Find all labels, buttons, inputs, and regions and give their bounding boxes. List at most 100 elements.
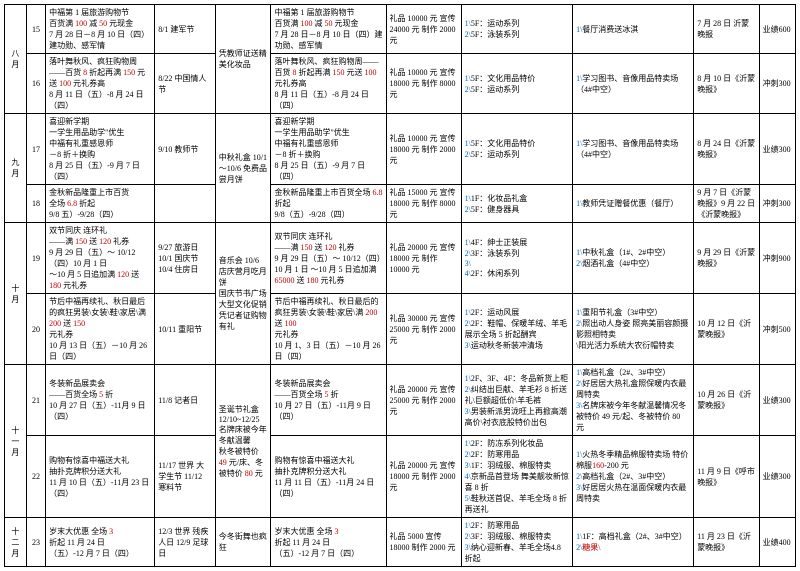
- cell: 1\5F：文化用品特价 2\5F：运动系列: [461, 114, 572, 185]
- cell: 1\2F：运动风展 2\2F：鞋帽、保暖羊绒、羊毛展示全场 5 折起酬宾 3\运…: [461, 294, 572, 365]
- cell: 礼品 10000 元 宣传 18000 元 制作 2000 元: [386, 114, 461, 185]
- table-row: 十一月 21 冬装新品展卖会 ——百货全场 5 折 10 月 27 日（五）-1…: [5, 365, 796, 436]
- cell: 中秋礼盒 10/1～10/6 免费品尝月饼: [215, 114, 271, 223]
- cell: 7 月 28 日 沂蒙晚报: [694, 5, 759, 54]
- cell: 落叶舞秋风、疯狂购物周——百货 8 折起再满 150 元送 100 元礼券高 8…: [271, 54, 386, 114]
- row-num: 20: [26, 294, 45, 365]
- cell: 礼品 5000 宣传 18000 制作 2000 元: [386, 518, 461, 567]
- cell: 金秋新品隆重上市百货全场 6.8 折起 9/8（五）-9/28（四）: [271, 185, 386, 223]
- row-num: 19: [26, 223, 45, 294]
- row-num: 18: [26, 185, 45, 223]
- month-cell: 八月: [5, 5, 27, 114]
- cell: 业绩300: [759, 365, 795, 436]
- cell: 喜迎新学期 一学生用品助学"优生 中福有礼重感恩师 －8 折＋换购 8 月 25…: [271, 114, 386, 185]
- table-row: 18 金秋新品隆重上市百货 全场 6.8 折起 9/8 五）-9/28（四） 金…: [5, 185, 796, 223]
- cell: 业绩300: [759, 436, 795, 518]
- month-cell: 十月: [5, 223, 27, 365]
- cell: 今冬街舞也疯狂: [215, 518, 271, 567]
- cell: 1\餐厅消费送冰淇: [573, 5, 694, 54]
- cell: 礼品 15000 元 宣传 18000 元 制作 8000 元: [386, 185, 461, 223]
- cell: 落叶舞秋风、疯狂购物周 ——百货 8 折起再满 150 元送 100 元礼券高 …: [46, 54, 155, 114]
- cell: 9/10 教师节: [155, 114, 216, 185]
- cell: 1\中秋礼盒（1#、2#中空） 2\烟酒礼盒（4#中空）: [573, 223, 694, 294]
- cell: 1\2F、3F、4F：冬品新货上柜 2\纠结出巨献、羊毛衫 8 折送礼\巨额超低…: [461, 365, 572, 436]
- schedule-table: 八月 15 中福第 1 届旅游购物节 百货满 100 减 50 元现金 7 月 …: [4, 4, 796, 567]
- cell: 双节同庆 连环礼 ——满 150 送 120 礼券 9 月 29 日（五）～ 1…: [46, 223, 155, 294]
- cell: 1\2F：防寒用品 2\3F：羽绒服、棉服特卖 3\纳心迎新春、羊毛全场4.8 …: [461, 518, 572, 567]
- cell: [155, 185, 216, 223]
- table-row: 20 节后中福再续礼、秋日最后的疯狂男装\女装\鞋\家居\满 200 送 150…: [5, 294, 796, 365]
- cell: 1\教师凭证赠餐优惠（餐厅）: [573, 185, 694, 223]
- cell: 喜迎新学期 一学生用品助学"优生 中福有礼重感恩师 －8 折＋换购 8 月 25…: [46, 114, 155, 185]
- cell: 1\1F：化妆品礼盒 2\5F：健身器具: [461, 185, 572, 223]
- month-cell: 十一月: [5, 365, 27, 518]
- cell: 凭教师证送精美化妆品: [215, 5, 271, 114]
- cell: 礼品 20000 元 宣传 25000 元 制作 2000 元: [386, 365, 461, 436]
- cell: 礼品 20000 元 宣传 18000 元 制作 10000 元: [386, 223, 461, 294]
- month-cell: 九月: [5, 114, 27, 223]
- row-num: 23: [26, 518, 45, 567]
- cell: 9/27 旅游日 10/1 国庆节 10/4 住房日: [155, 223, 216, 294]
- cell: 冬装新品展卖会 ——百货全场 5 折 10 月 27 日（五）-11月 9 日（…: [271, 365, 386, 436]
- cell: 8/1 建军节: [155, 5, 216, 54]
- table-row: 十月 19 双节同庆 连环礼 ——满 150 送 120 礼券 9 月 29 日…: [5, 223, 796, 294]
- cell: 1\高档礼盒（2#、3#中空） 2\好居居大热礼盒照保暖内衣最周特卖 3\名牌床…: [573, 365, 694, 436]
- cell: 10 月 12 日《沂蒙晚报》: [694, 294, 759, 365]
- cell: 岁末大优惠 全场 3 折起 11 月 24 日 （五）-12 月 7 日（四）: [46, 518, 155, 567]
- cell: 冲刺500: [759, 294, 795, 365]
- cell: 业绩300: [759, 114, 795, 185]
- cell: 1\2F：防冻系列化妆品 2\2F：防寒用品 3\1F：羽绒服、棉服特卖 4\京…: [461, 436, 572, 518]
- cell: 1\5F：运动系列 2\5F：泳装系列: [461, 5, 572, 54]
- cell: 10 月 26 日《沂蒙晚报》: [694, 365, 759, 436]
- cell: 购物有惊喜中福送大礼 抽扑克牌积分送大礼 11 月 11 日（五）-11月 24…: [271, 436, 386, 518]
- cell: 10/11 重阳节: [155, 294, 216, 365]
- cell: 11/8 记者日: [155, 365, 216, 436]
- cell: 音乐会 10/6 店庆营月吃月饼 国庆节书广场大型文化促销 凭记者证购物有礼: [215, 223, 271, 365]
- table-row: 16 落叶舞秋风、疯狂购物周 ——百货 8 折起再满 150 元送 100 元礼…: [5, 54, 796, 114]
- cell: 1\学习图书、音像用品特卖场（4#中空）: [573, 114, 694, 185]
- cell: 礼品 30000 元 宣传 25000 元 制作 2000 元: [386, 294, 461, 365]
- cell: 中福第 1 届旅游购物节 百货满 100 减 50 元现金 7 月 28 日－8…: [46, 5, 155, 54]
- row-num: 17: [26, 114, 45, 185]
- month-cell: 十二月: [5, 518, 27, 567]
- cell: 冬装新品展卖会 ——百货全场 5 折 10 月 27 日（五）-11月 9 日（…: [46, 365, 155, 436]
- row-num: 16: [26, 54, 45, 114]
- cell: 9 月 29 日《沂蒙晚报》: [694, 223, 759, 294]
- cell: 9 月 7 日《沂蒙晚报》9 月 22 日《沂蒙晚报》: [694, 185, 759, 223]
- cell: 中福第 1 届旅游购物节 百货满 100 减 50 元现金 7 月 28 日－8…: [271, 5, 386, 54]
- row-num: 22: [26, 436, 45, 518]
- cell: 礼品 20000 元 宣传 18000 元 制作 2000 元: [386, 436, 461, 518]
- row-num: 15: [26, 5, 45, 54]
- cell: 11/17 世界 大学生节 11/12 寒料节: [155, 436, 216, 518]
- table-row: 八月 15 中福第 1 届旅游购物节 百货满 100 减 50 元现金 7 月 …: [5, 5, 796, 54]
- table-row: 十二月 23 岁末大优惠 全场 3 折起 11 月 24 日 （五）-12 月 …: [5, 518, 796, 567]
- cell: 1\5F：文化用品特价 2\5F：运动系列: [461, 54, 572, 114]
- cell: 8 月 10 日《沂蒙晚报》: [694, 54, 759, 114]
- cell: 金秋新品隆重上市百货 全场 6.8 折起 9/8 五）-9/28（四）: [46, 185, 155, 223]
- cell: 双节同庆 连环礼 ——满 150 送 120 礼券 9 月 29 日（五）～ 1…: [271, 223, 386, 294]
- cell: 8 月 24 日《沂蒙晚报》: [694, 114, 759, 185]
- cell: 业绩400: [759, 518, 795, 567]
- cell: 冲刺300: [759, 185, 795, 223]
- cell: 1\重阳节礼盒（3#中空） 2\照出动人身姿 照亮美丽容颜摄影照相特卖 \阳光活…: [573, 294, 694, 365]
- cell: 圣诞节礼盒 12/10~12/25 名牌床被今年冬献温馨 秋冬被特价 49 元/…: [215, 365, 271, 518]
- cell: 礼品 10000 元 宣传 24000 元 制作 2000 元: [386, 5, 461, 54]
- cell: 业绩600: [759, 5, 795, 54]
- cell: 岁末大优惠 全场 3 折起 11 月 24 日 （五）-12 月 7 日（四）: [271, 518, 386, 567]
- cell: 冲刺900: [759, 223, 795, 294]
- cell: 1\火热冬季精品棉服特卖场 特价棉服160-200 元 2\高档礼盒（2#、3#…: [573, 436, 694, 518]
- cell: 12/3 世界 残疾人日 12/9 足球日: [155, 518, 216, 567]
- table-row: 九月 17 喜迎新学期 一学生用品助学"优生 中福有礼重感恩师 －8 折＋换购 …: [5, 114, 796, 185]
- cell: 11 月 9 日《呼市晚报》: [694, 436, 759, 518]
- cell: 购物有惊喜中福送大礼 抽扑克牌积分送大礼 11 月 10 日（五）-11月 23…: [46, 436, 155, 518]
- cell: 1\学习图书、音像用品特卖场（4#中空）: [573, 54, 694, 114]
- cell: 11 月 23 日《沂蒙晚报》: [694, 518, 759, 567]
- cell: 8/22 中国情人节: [155, 54, 216, 114]
- table-row: 22 购物有惊喜中福送大礼 抽扑克牌积分送大礼 11 月 10 日（五）-11月…: [5, 436, 796, 518]
- cell: 礼品 10000 元 宣传 18000 元 制作 8000 元: [386, 54, 461, 114]
- cell: 1\1F：高档礼盒（2#、3#中空） 2\糖果\: [573, 518, 694, 567]
- cell: 冲刺300: [759, 54, 795, 114]
- row-num: 21: [26, 365, 45, 436]
- cell: 节后中福再续礼、秋日最后的疯狂男装\女装\鞋\家居\满 200 送 150 元礼…: [46, 294, 155, 365]
- cell: 1\4F：绅士正装展 2\3F：泳装系列 3\ 4\2F：休闲系列: [461, 223, 572, 294]
